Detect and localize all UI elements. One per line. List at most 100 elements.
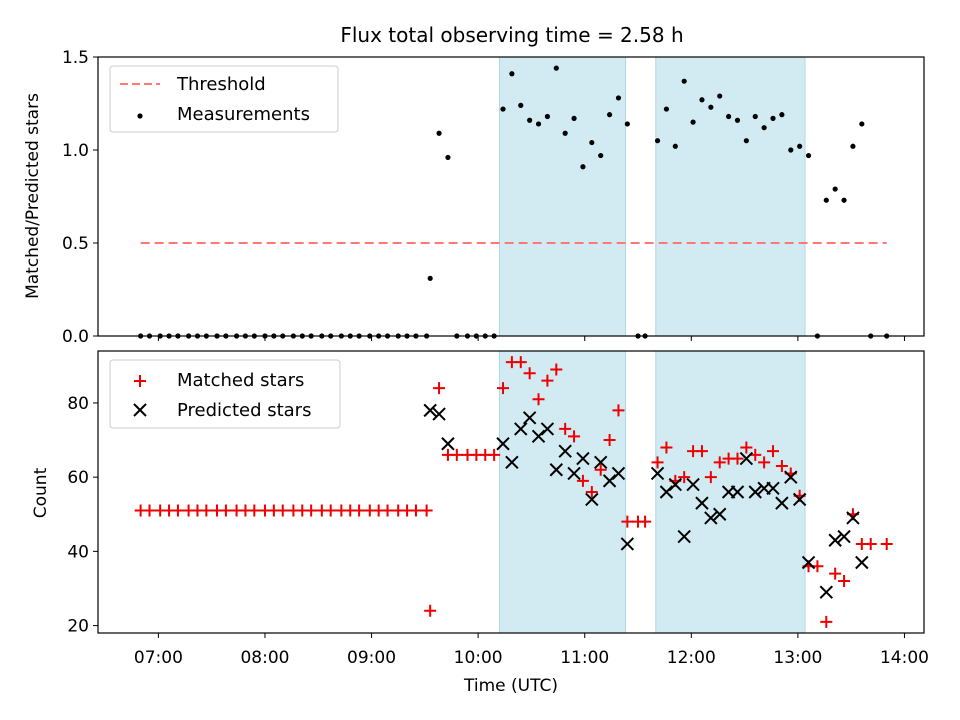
- measurement-point: [598, 152, 604, 159]
- matched-star-marker: [740, 441, 753, 454]
- measurement-point: [788, 147, 794, 153]
- matched-star-marker: [488, 448, 501, 461]
- measurement-point: [726, 113, 732, 120]
- matched-star-marker: [248, 504, 261, 517]
- measurement-point: [500, 106, 506, 112]
- x-tick-label: 12:00: [667, 648, 716, 668]
- measurement-point: [580, 164, 586, 170]
- x-tick-label: 13:00: [773, 648, 822, 668]
- matched-star-marker: [880, 537, 893, 550]
- top-x-ticks: [157, 336, 905, 341]
- x-axis-label: Time (UTC): [463, 676, 558, 696]
- predicted-legend-label: Predicted stars: [177, 400, 311, 421]
- matched-star-marker: [864, 537, 877, 550]
- matched-star-marker: [219, 504, 232, 517]
- predicted-star-marker: [855, 555, 869, 570]
- measurement-point: [589, 139, 595, 146]
- matched-star-marker: [305, 504, 318, 517]
- predicted-star-marker: [576, 451, 590, 466]
- top-y-tick-label: 1.5: [62, 48, 89, 68]
- matched-star-marker: [420, 504, 433, 517]
- matched-star-marker: [612, 404, 625, 417]
- measurement-point: [859, 121, 865, 127]
- top-y-tick-label: 0.5: [62, 234, 89, 254]
- matched-star-marker: [594, 463, 607, 476]
- matched-star-marker: [424, 604, 437, 617]
- predicted-star-marker: [792, 492, 807, 507]
- predicted-star-marker: [650, 466, 665, 481]
- measurement-point: [663, 106, 670, 112]
- matched-star-marker: [651, 456, 664, 469]
- measurement-point: [717, 93, 723, 99]
- matched-star-marker: [523, 367, 536, 380]
- predicted-star-marker: [766, 481, 780, 495]
- predicted-legend-swatch: [133, 403, 147, 417]
- predicted-star-marker: [828, 533, 842, 547]
- measurement-point: [535, 121, 542, 127]
- bottom-plot-frame: [97, 350, 925, 634]
- top-y-axis-label: Matched/Predicted stars: [23, 93, 43, 299]
- bottom-y-ticks: 20 40 60 80: [67, 394, 98, 637]
- measurement-point: [615, 95, 622, 101]
- predicted-star-marker: [593, 455, 608, 470]
- matched-star-marker: [324, 504, 337, 517]
- predicted-star-marker: [514, 422, 528, 436]
- matched-star-marker: [276, 504, 289, 517]
- predicted-star-marker: [611, 466, 626, 481]
- measurement-point: [436, 130, 442, 136]
- top-y-tick-label: 0.0: [62, 327, 89, 347]
- top-plot-frame: [97, 56, 925, 337]
- measurement-point: [770, 115, 776, 121]
- bottom-y-tick-label: 40: [67, 542, 89, 562]
- predicted-star-marker: [585, 492, 599, 507]
- measurement-point: [823, 197, 829, 203]
- measurement-point: [779, 112, 785, 118]
- matched-star-marker: [514, 356, 527, 369]
- bottom-y-tick-label: 80: [67, 394, 89, 414]
- predicted-star-marker: [686, 477, 700, 492]
- x-tick-label: 07:00: [134, 648, 183, 668]
- measurement-point: [734, 117, 741, 123]
- predicted-star-marker: [730, 485, 745, 499]
- predicted-star-marker: [620, 537, 635, 551]
- measurement-point: [805, 152, 812, 159]
- measurement-point: [672, 143, 678, 149]
- x-tick-label: 11:00: [560, 648, 609, 668]
- bottom-x-ticks: 07:00 08:00 09:00 10:00 11:00 12:00 13:00 14:00: [134, 633, 929, 668]
- threshold-legend-label: Threshold: [176, 74, 266, 95]
- predicted-star-marker: [423, 403, 437, 418]
- matched-star-marker: [143, 504, 156, 517]
- matched-star-marker: [200, 504, 213, 517]
- predicted-star-marker: [677, 529, 691, 544]
- bottom-panel: 20 40 60 80 07:00 08:00 09:00 10:00 11:00 12:00 1…: [31, 350, 929, 696]
- bottom-legend: Matched stars Predicted stars: [109, 359, 341, 429]
- predicted-star-marker: [668, 477, 683, 492]
- predicted-star-marker: [837, 529, 851, 544]
- measurement-point: [681, 78, 687, 84]
- measurement-point: [606, 112, 613, 118]
- predicted-star-marker: [602, 474, 617, 488]
- shaded-band: [498, 56, 627, 337]
- matched-star-marker: [758, 456, 771, 469]
- predicted-star-marker: [713, 507, 727, 521]
- matched-star-marker: [409, 504, 422, 517]
- matched-star-marker: [621, 515, 634, 528]
- matched-star-marker: [603, 434, 616, 447]
- matched-star-marker: [731, 452, 744, 465]
- measurements-legend-swatch: [137, 113, 143, 119]
- shaded-band: [655, 350, 806, 634]
- predicted-star-marker: [441, 437, 455, 451]
- measurement-point: [544, 113, 551, 120]
- measurement-point: [553, 65, 559, 71]
- matched-star-marker: [576, 474, 589, 487]
- predicted-star-marker: [522, 411, 537, 425]
- matched-star-marker: [450, 448, 463, 461]
- measurement-point: [743, 138, 749, 144]
- measurement-point: [752, 113, 758, 120]
- bottom-y-tick-label: 20: [67, 617, 89, 637]
- measurement-point: [699, 97, 705, 103]
- bottom-legend-box: [109, 359, 341, 429]
- predicted-star-marker: [549, 463, 564, 477]
- measurement-point: [690, 119, 696, 125]
